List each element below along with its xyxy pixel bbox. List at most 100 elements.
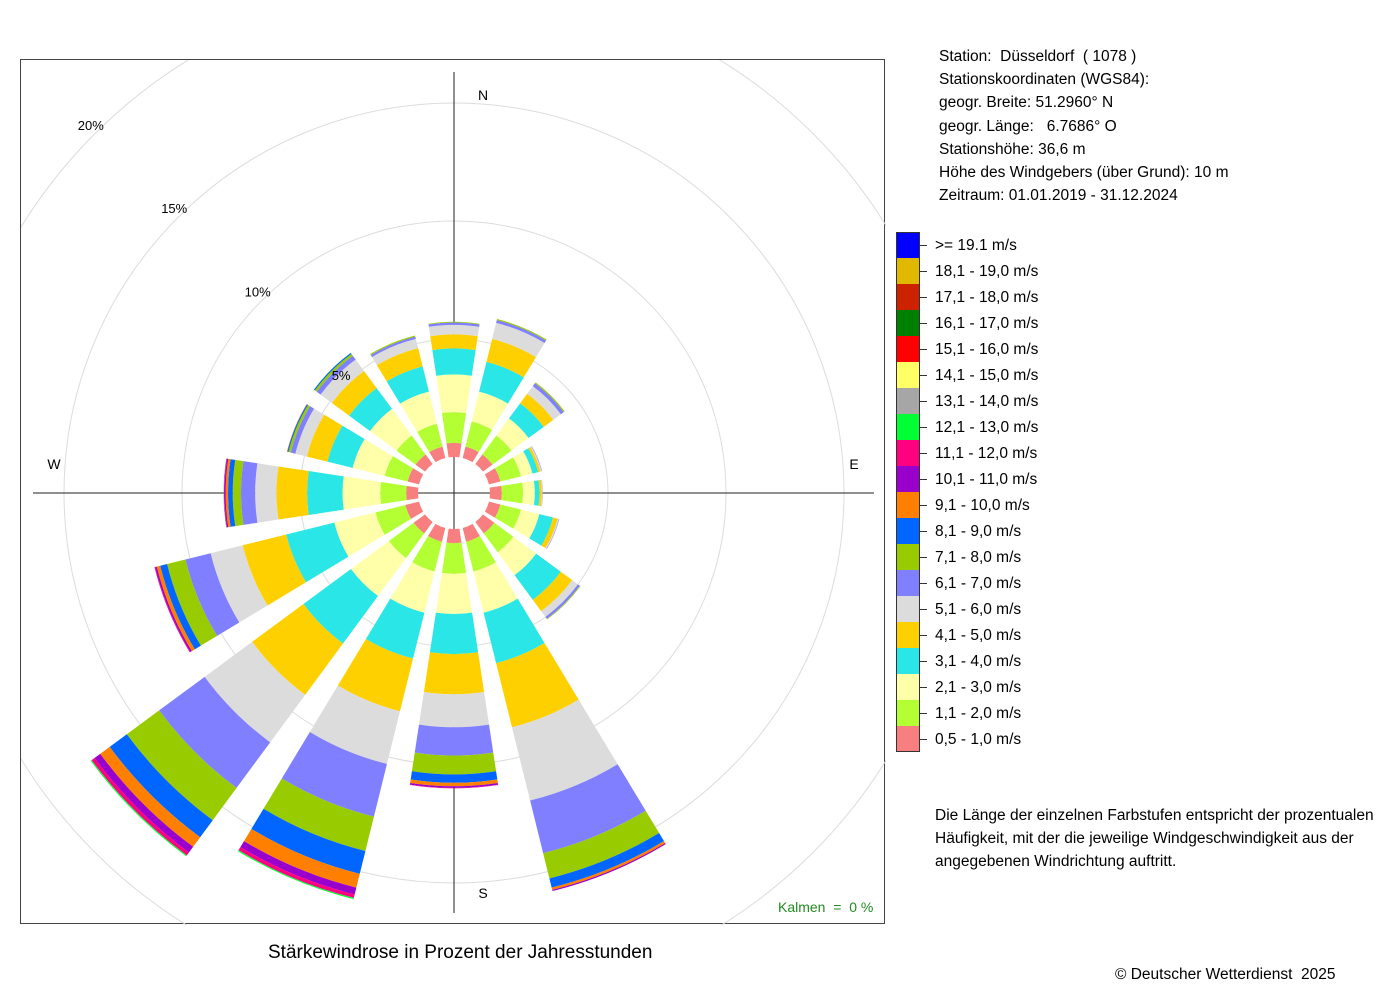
sector-SSW-class-9: [244, 828, 360, 888]
station-info-line: Höhe des Windgebers (über Grund): 10 m: [939, 164, 1229, 182]
legend-tick: [920, 427, 927, 428]
legend-swatch: [897, 622, 919, 648]
sector-WNW-class-1: [384, 456, 414, 482]
station-info-line: Zeitraum: 01.01.2019 - 31.12.2024: [939, 187, 1178, 205]
legend-swatch: [897, 362, 919, 388]
sector-N-class-5: [428, 324, 480, 337]
legend-item: 3,1 - 4,0 m/s: [896, 648, 1096, 674]
legend-swatch: [897, 570, 919, 596]
legend-tick: [920, 531, 927, 532]
sector-NW-class-5: [320, 359, 365, 404]
sector-NO-class-1: [482, 435, 512, 465]
legend-item: 8,1 - 9,0 m/s: [896, 518, 1096, 544]
sector-SSW-class-10: [240, 841, 357, 895]
legend-swatch: [897, 310, 919, 336]
sector-SSO-class-2: [473, 562, 518, 613]
sector-O-class-5: [540, 479, 543, 507]
legend-label: 13,1 - 14,0 m/s: [935, 393, 1039, 410]
sector-O-class-4: [538, 479, 542, 507]
sector-SO-class-6: [545, 584, 580, 619]
legend-label: 18,1 - 19,0 m/s: [935, 263, 1039, 280]
sector-NW-class-8: [313, 352, 352, 391]
sector-N-class-4: [430, 334, 478, 351]
sector-SSW-class-7: [263, 778, 374, 851]
sector-S-class-9: [410, 779, 498, 787]
sector-W-class-12: [223, 458, 227, 528]
sector-ONO-class-4: [528, 446, 541, 473]
sector-WNW-class-8: [287, 404, 308, 453]
sector-WSW-class-3: [286, 522, 349, 583]
sector-SO-class-4: [532, 571, 573, 612]
sector-NNO-class-3: [479, 361, 524, 404]
sector-SW-class-3: [303, 568, 379, 644]
sector-S-class-10: [409, 782, 499, 788]
sector-NW-class-6: [316, 355, 356, 395]
sector-SW-class-7: [126, 710, 237, 821]
sector-S-class-2: [435, 572, 473, 614]
sector-WNW-class-4: [306, 414, 343, 462]
sector-W-class-0: [406, 485, 419, 501]
legend-item: 7,1 - 8,0 m/s: [896, 544, 1096, 570]
radial-tick-label: 20%: [78, 118, 104, 133]
chart-caption: Stärkewindrose in Prozent der Jahresstun…: [268, 942, 653, 963]
legend-swatch: [897, 466, 919, 492]
sector-SW-class-5: [204, 641, 306, 743]
legend-item: 14,1 - 15,0 m/s: [896, 362, 1096, 388]
sector-SSO-class-7: [543, 810, 660, 879]
sector-NO-class-0: [475, 454, 493, 472]
sector-WNW-class-5: [295, 408, 325, 457]
sector-NNW-class-2: [400, 391, 437, 432]
sector-NO-class-6: [532, 383, 564, 415]
sector-SSO-class-0: [462, 523, 480, 542]
station-info: Station: Düsseldorf ( 1078 ) Stationskoor…: [939, 45, 1228, 207]
sector-N-class-7: [428, 321, 480, 325]
sector-SO-class-2: [497, 536, 537, 576]
sector-W-class-1: [380, 481, 407, 505]
sector-N-class-6: [428, 322, 480, 327]
sector-N-class-3: [432, 348, 476, 376]
legend-tick: [920, 739, 927, 740]
compass-label: W: [47, 456, 61, 472]
compass-label: E: [849, 456, 858, 472]
sector-NNO-class-1: [465, 421, 493, 453]
sector-SW-class-2: [350, 540, 407, 597]
legend-swatch: [897, 258, 919, 284]
sector-WSW-class-8: [160, 564, 201, 650]
legend-label: 11,1 - 12,0 m/s: [935, 445, 1038, 462]
sector-OSO-class-0: [484, 501, 501, 518]
sector-SSW-class-11: [238, 847, 355, 898]
sector-NNO-class-4: [486, 338, 536, 378]
sector-WNW-class-7: [288, 404, 311, 453]
legend-tick: [920, 687, 927, 688]
sector-SO-class-3: [514, 553, 561, 600]
sector-S-class-3: [429, 612, 479, 655]
sector-NNO-class-7: [496, 318, 547, 341]
legend-item: 17,1 - 18,0 m/s: [896, 284, 1096, 310]
sector-SSO-class-5: [511, 699, 618, 801]
legend-item: 18,1 - 19,0 m/s: [896, 258, 1096, 284]
sector-OSO-class-4: [541, 517, 558, 549]
legend-item: 5,1 - 6,0 m/s: [896, 596, 1096, 622]
sector-S-class-5: [418, 691, 490, 728]
calm-label: Kalmen = 0 %: [778, 899, 874, 915]
sector-S-class-7: [411, 752, 497, 775]
radial-tick-label: 15%: [161, 201, 187, 216]
legend-tick: [920, 505, 927, 506]
legend-label: 3,1 - 4,0 m/s: [935, 653, 1022, 670]
sector-SW-class-0: [413, 514, 433, 534]
legend-swatch: [897, 440, 919, 466]
sector-SSO-class-3: [483, 598, 545, 664]
sector-WNW-class-3: [327, 425, 365, 468]
sector-SSO-class-8: [549, 833, 664, 888]
sector-WSW-class-7: [167, 559, 218, 646]
legend-item: 16,1 - 17,0 m/s: [896, 310, 1096, 336]
legend-label: 12,1 - 13,0 m/s: [935, 419, 1039, 436]
sector-NNW-class-3: [386, 366, 429, 404]
legend-swatch: [897, 388, 919, 414]
sector-W-class-5: [255, 463, 279, 523]
legend-swatch: [897, 232, 919, 258]
station-info-line: geogr. Breite: 51.2960° N: [939, 94, 1114, 112]
sector-WSW-class-2: [334, 512, 385, 557]
legend-label: 15,1 - 16,0 m/s: [935, 341, 1039, 358]
sector-SSW-class-1: [412, 535, 442, 572]
